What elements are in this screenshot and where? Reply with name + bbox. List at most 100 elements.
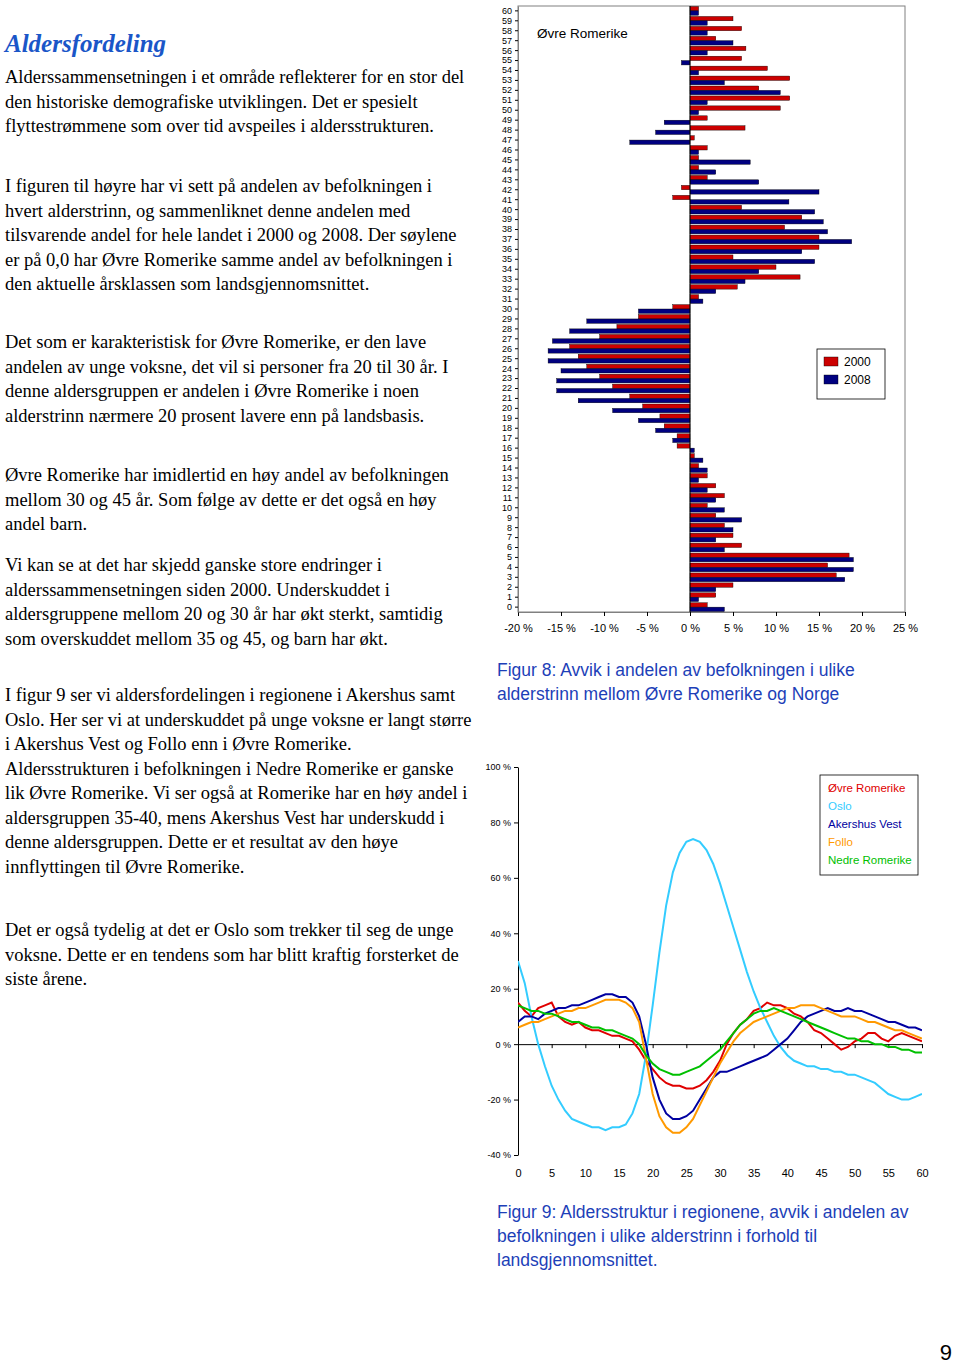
y-tick: 31 — [502, 294, 518, 304]
x-tick-mark — [585, 1044, 586, 1048]
y-tick: 2 — [507, 582, 518, 592]
y-tick-mark — [514, 933, 518, 934]
x-tick-label: 55 — [883, 1167, 895, 1179]
y-tick-label: 27 — [502, 334, 512, 344]
bar — [690, 488, 707, 492]
y-tick: 8 — [507, 523, 518, 533]
x-tick-label: 25 % — [893, 622, 918, 634]
charts-svg: -20 %-15 %-10 %-5 %0 %5 %10 %15 %20 %25 … — [0, 0, 960, 1367]
x-tick-mark — [561, 612, 562, 616]
x-tick-label: -5 % — [636, 622, 659, 634]
legend-label: Oslo — [828, 800, 852, 812]
y-tick-mark — [515, 398, 518, 399]
y-tick: 59 — [502, 16, 518, 26]
x-tick-mark — [653, 1044, 654, 1048]
page: AldersfordelingAlderssammensetningen i e… — [0, 0, 960, 1367]
y-tick-mark — [515, 527, 518, 528]
y-tick-mark — [515, 169, 518, 170]
y-tick: 20 % — [490, 984, 518, 994]
line — [518, 1003, 922, 1089]
y-tick-mark — [515, 179, 518, 180]
bar — [548, 359, 690, 363]
bar — [690, 170, 716, 174]
y-tick: 3 — [507, 572, 518, 582]
y-tick-mark — [515, 149, 518, 150]
y-tick-mark — [515, 120, 518, 121]
bar — [690, 299, 703, 303]
bar — [690, 528, 733, 532]
bar — [690, 51, 707, 55]
bar — [690, 70, 699, 74]
y-tick-label: 49 — [502, 115, 512, 125]
x-axis-line — [519, 612, 906, 613]
y-tick: 24 — [502, 364, 518, 374]
y-tick-mark — [515, 219, 518, 220]
bar — [690, 498, 716, 502]
bar — [656, 428, 690, 432]
bar — [690, 106, 780, 110]
y-tick-mark — [515, 468, 518, 469]
bar — [690, 249, 802, 253]
y-tick: -40 % — [487, 1150, 518, 1160]
bar — [690, 36, 716, 40]
y-tick-label: 40 % — [490, 929, 511, 939]
y-tick: 40 % — [490, 929, 518, 939]
y-tick-label: 37 — [502, 234, 512, 244]
bar — [690, 295, 699, 299]
y-tick-label: 60 % — [490, 873, 511, 883]
bar — [673, 195, 690, 199]
bar — [664, 120, 690, 124]
y-tick-label: 36 — [502, 244, 512, 254]
y-tick: 55 — [502, 55, 518, 65]
y-tick-label: 52 — [502, 85, 512, 95]
y-tick-label: 0 % — [495, 1040, 511, 1050]
bar — [690, 563, 828, 567]
bar — [617, 325, 690, 329]
y-tick-label: 41 — [502, 195, 512, 205]
bar — [690, 21, 707, 25]
bar — [690, 458, 703, 462]
y-tick-mark — [515, 249, 518, 250]
y-tick-label: 16 — [502, 443, 512, 453]
bar — [690, 175, 707, 179]
x-tick-label: -20 % — [504, 622, 533, 634]
x-tick-label: 0 — [515, 1167, 521, 1179]
y-tick-label: 3 — [507, 572, 512, 582]
x-tick-label: 10 — [580, 1167, 592, 1179]
bar — [690, 16, 733, 20]
bar — [552, 339, 690, 343]
y-tick-label: 1 — [507, 592, 512, 602]
y-tick: 25 — [502, 354, 518, 364]
x-tick: -10 % — [590, 612, 619, 634]
y-tick-label: 40 — [502, 205, 512, 215]
paragraph: Det som er karakteristisk for Øvre Romer… — [5, 330, 473, 428]
bar — [690, 116, 707, 120]
y-tick: 14 — [502, 463, 518, 473]
y-tick: 5 — [507, 552, 518, 562]
y-tick-mark — [515, 418, 518, 419]
bar — [677, 444, 690, 448]
x-tick: -15 % — [547, 612, 576, 634]
y-tick-mark — [515, 80, 518, 81]
x-tick-label: 15 % — [807, 622, 832, 634]
x-tick-label: 60 — [916, 1167, 928, 1179]
chart-0: -20 %-15 %-10 %-5 %0 %5 %10 %15 %20 %25 … — [502, 6, 918, 634]
y-tick: 49 — [502, 115, 518, 125]
y-tick: 56 — [502, 46, 518, 56]
bar — [690, 229, 828, 233]
y-tick: 53 — [502, 75, 518, 85]
y-tick-label: 19 — [502, 413, 512, 423]
y-tick: 54 — [502, 65, 518, 75]
line — [518, 1005, 922, 1074]
legend-label: Follo — [828, 836, 853, 848]
y-tick-mark — [514, 1100, 518, 1101]
y-tick: 27 — [502, 334, 518, 344]
x-tick-mark — [821, 1044, 822, 1048]
y-tick: 80 % — [490, 818, 518, 828]
heading: Aldersfordeling — [5, 30, 166, 58]
y-tick-mark — [515, 259, 518, 260]
y-tick-mark — [515, 597, 518, 598]
bar — [690, 538, 716, 542]
bar — [690, 180, 759, 184]
y-tick-mark — [515, 60, 518, 61]
